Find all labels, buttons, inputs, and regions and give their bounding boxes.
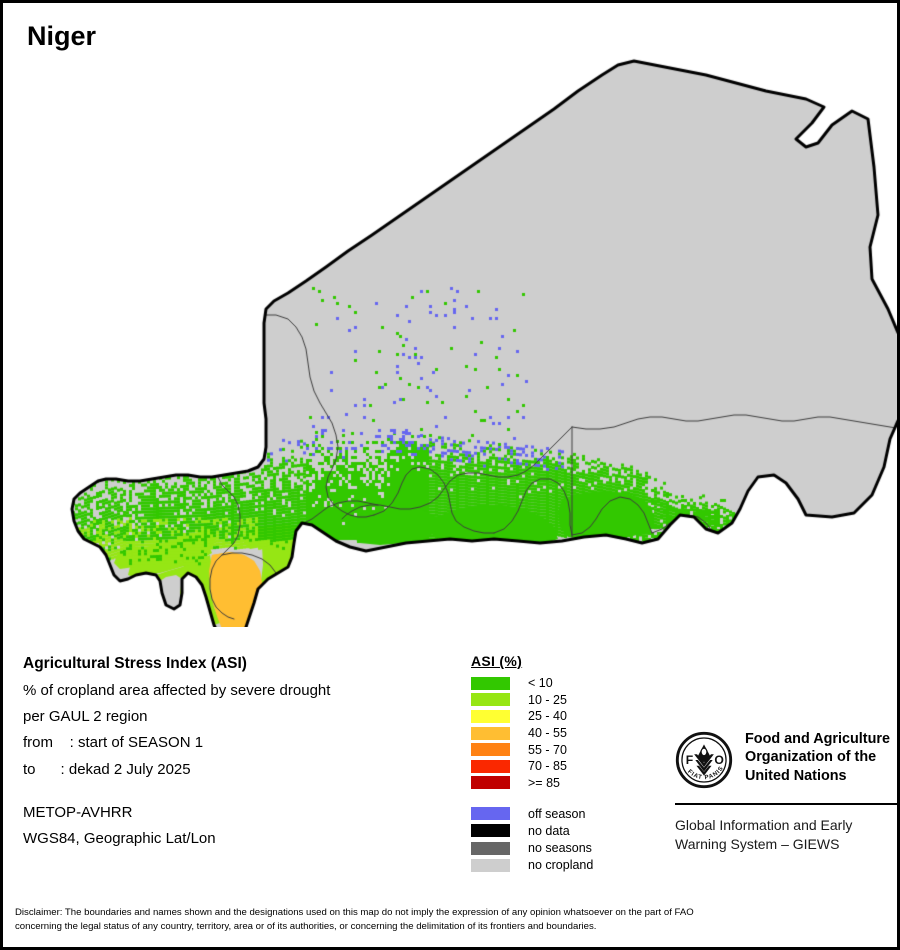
legend-label: >= 85 (528, 775, 560, 790)
legend-swatch (471, 743, 510, 757)
fao-branding: F O FIAT PANIS Food and Agriculture Orga… (675, 730, 897, 853)
map-legend: ASI (%) < 10 10 - 25 25 - 40 40 - 55 55 - 70… (471, 653, 661, 874)
svg-text:F: F (686, 753, 693, 767)
asi-choropleth-canvas[interactable] (6, 47, 897, 627)
legend-label: 55 - 70 (528, 742, 567, 757)
fao-logo-row: F O FIAT PANIS Food and Agriculture Orga… (675, 730, 897, 789)
legend-row-class-0: < 10 (471, 675, 661, 692)
legend-spacer (471, 791, 661, 805)
legend-row-special-1: no data (471, 822, 661, 839)
info-sensor: METOP-AVHRR (23, 803, 133, 821)
info-heading: Agricultural Stress Index (ASI) (23, 655, 247, 672)
disclaimer-line1: Disclaimer: The boundaries and names sho… (15, 907, 694, 918)
legend-special-list: off season no data no seasons no cropland (471, 805, 661, 874)
legend-swatch (471, 841, 510, 855)
disclaimer: Disclaimer: The boundaries and names sho… (15, 906, 891, 933)
page-title: Niger (27, 21, 97, 51)
fao-logo-icon: F O FIAT PANIS (675, 731, 733, 789)
map-info-block: Agricultural Stress Index (ASI) % of cro… (23, 655, 453, 856)
legend-row-special-0: off season (471, 805, 661, 822)
info-period-to: to : dekad 2 July 2025 (23, 760, 191, 778)
legend-label: 10 - 25 (528, 692, 567, 707)
legend-row-class-3: 40 - 55 (471, 725, 661, 742)
info-aggregation: per GAUL 2 region (23, 708, 148, 726)
giews-name: Global Information and Early Warning Sys… (675, 816, 897, 853)
map-graphic[interactable] (6, 47, 897, 627)
svg-text:O: O (714, 753, 723, 767)
legend-row-class-6: >= 85 (471, 775, 661, 792)
legend-label: off season (528, 806, 586, 821)
giews-line1: Global Information and Early (675, 817, 853, 833)
legend-swatch (471, 676, 510, 690)
fao-divider (675, 803, 897, 805)
legend-swatch (471, 693, 510, 707)
fao-name-line1: Food and Agriculture (745, 731, 890, 747)
legend-title: ASI (%) (471, 653, 523, 669)
legend-row-special-2: no seasons (471, 840, 661, 857)
legend-row-class-5: 70 - 85 (471, 758, 661, 775)
legend-swatch (471, 776, 510, 790)
legend-row-special-3: no cropland (471, 857, 661, 874)
legend-label: 40 - 55 (528, 726, 567, 741)
legend-label: < 10 (528, 676, 553, 691)
legend-row-class-1: 10 - 25 (471, 692, 661, 709)
legend-row-class-4: 55 - 70 (471, 741, 661, 758)
legend-swatch (471, 709, 510, 723)
giews-line2: Warning System – GIEWS (675, 835, 840, 852)
legend-row-class-2: 25 - 40 (471, 708, 661, 725)
legend-swatch (471, 807, 510, 821)
legend-label: 70 - 85 (528, 759, 567, 774)
info-subtitle: % of cropland area affected by severe dr… (23, 681, 331, 699)
legend-label: no seasons (528, 841, 592, 856)
legend-label: no cropland (528, 858, 594, 873)
legend-swatch (471, 726, 510, 740)
legend-label: 25 - 40 (528, 709, 567, 724)
legend-swatch (471, 824, 510, 838)
legend-label: no data (528, 823, 570, 838)
fao-name-line2: Organization of the (745, 749, 877, 766)
legend-swatch (471, 759, 510, 773)
fao-name: Food and Agriculture Organization of the… (745, 730, 890, 785)
info-spacer (23, 787, 453, 804)
legend-swatch (471, 858, 510, 872)
info-projection: WGS84, Geographic Lat/Lon (23, 830, 216, 848)
legend-class-list: < 10 10 - 25 25 - 40 40 - 55 55 - 70 70 - 85 >… (471, 675, 661, 791)
info-period-from: from : start of SEASON 1 (23, 734, 204, 752)
fao-name-line3: United Nations (745, 767, 847, 784)
disclaimer-line2: concerning the legal status of any count… (15, 920, 597, 932)
